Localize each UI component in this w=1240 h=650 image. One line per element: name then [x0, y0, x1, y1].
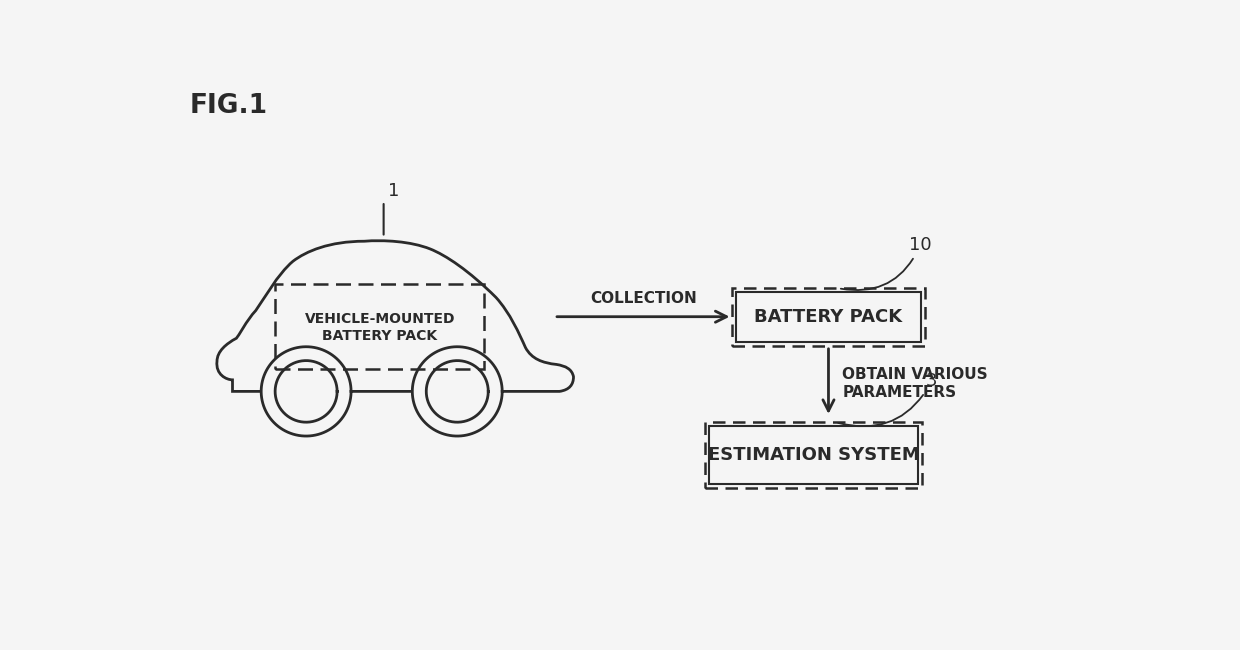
Bar [706, 422, 923, 488]
Text: FIG.1: FIG.1 [190, 94, 268, 120]
Text: ESTIMATION SYSTEM: ESTIMATION SYSTEM [708, 446, 920, 464]
Text: BATTERY PACK: BATTERY PACK [322, 329, 438, 343]
Polygon shape [275, 361, 337, 423]
Bar [709, 426, 919, 484]
Text: 3: 3 [838, 372, 937, 426]
PathPatch shape [217, 240, 573, 395]
Text: OBTAIN VARIOUS: OBTAIN VARIOUS [842, 367, 988, 382]
Polygon shape [262, 346, 351, 436]
Polygon shape [413, 346, 502, 436]
Text: PARAMETERS: PARAMETERS [842, 385, 956, 400]
Text: VEHICLE-MOUNTED: VEHICLE-MOUNTED [305, 312, 455, 326]
Bar [737, 292, 920, 342]
Polygon shape [427, 361, 489, 423]
Text: COLLECTION: COLLECTION [590, 291, 697, 306]
Bar [733, 288, 925, 346]
Text: 1: 1 [387, 181, 399, 200]
Text: BATTERY PACK: BATTERY PACK [754, 308, 903, 326]
Text: 10: 10 [841, 235, 931, 290]
Bar [275, 284, 485, 369]
